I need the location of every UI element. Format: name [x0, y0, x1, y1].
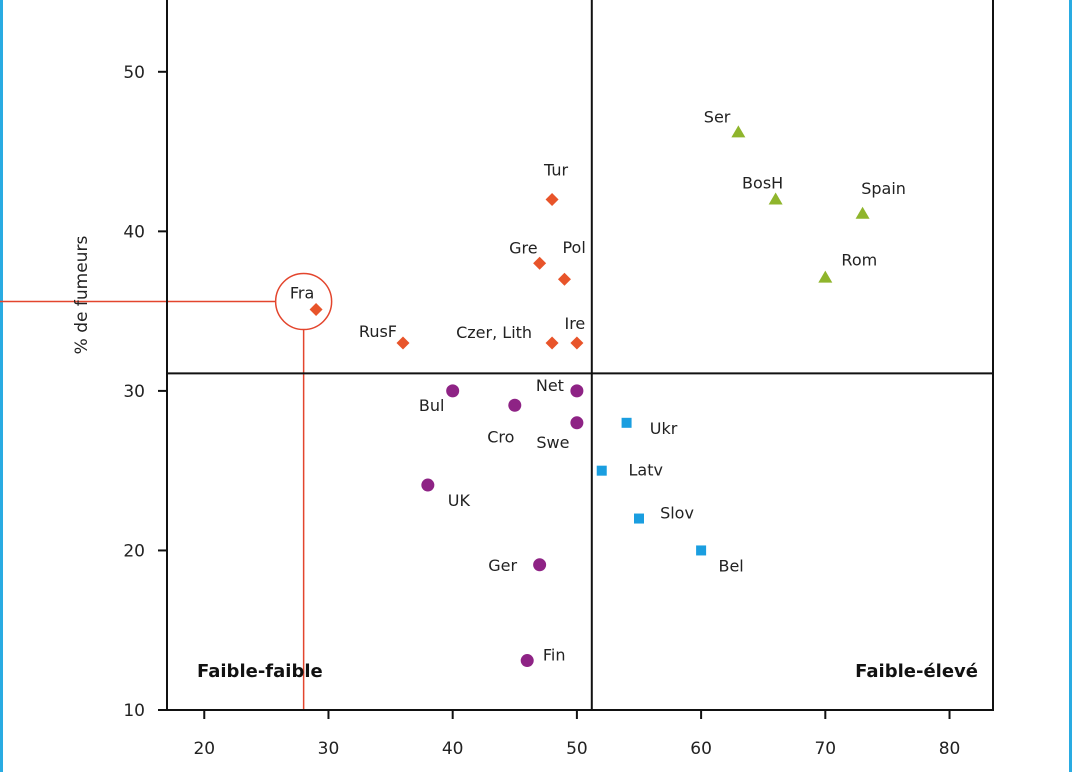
- point-label-ser: Ser: [704, 107, 731, 126]
- data-point-tur: [545, 192, 559, 206]
- data-point-latv: [596, 465, 607, 476]
- plot-area: [166, 0, 994, 711]
- point-label-latv: Latv: [629, 461, 663, 480]
- x-tick-label: 70: [814, 739, 836, 759]
- x-tick-label: 60: [690, 739, 712, 759]
- y-tick-label: 40: [123, 222, 145, 242]
- data-point-slov: [634, 513, 644, 524]
- point-label-net: Net: [536, 376, 564, 395]
- data-point-rusf: [396, 336, 410, 350]
- point-label-rom: Rom: [841, 251, 877, 270]
- point-label-cro: Cro: [487, 427, 514, 446]
- point-label-ukr: Ukr: [650, 419, 678, 438]
- data-point-ukr: [621, 417, 632, 428]
- quadrant-label-faible-eleve: Faible-élevé: [855, 661, 978, 682]
- point-label-bosh: BosH: [742, 173, 783, 192]
- point-label-spain: Spain: [861, 179, 906, 198]
- data-point-uk: [421, 478, 435, 492]
- data-marks: [309, 125, 870, 668]
- data-point-czer-lith: [545, 336, 559, 350]
- highlight-annotation: [0, 272, 333, 710]
- data-point-cro: [508, 398, 522, 412]
- point-label-gre: Gre: [509, 238, 537, 257]
- highlight-circle: [274, 272, 333, 331]
- point-label-tur: Tur: [543, 160, 568, 179]
- x-tick-label: 30: [318, 739, 340, 759]
- point-label-rusf: RusF: [359, 322, 397, 341]
- point-label-ire: Ire: [564, 314, 585, 333]
- point-label-fra: Fra: [290, 284, 314, 303]
- point-label-swe: Swe: [536, 433, 569, 452]
- data-point-fra: [309, 303, 323, 317]
- x-tick-label: 20: [193, 739, 215, 759]
- data-point-net: [570, 384, 584, 398]
- x-tick-label: 80: [939, 739, 961, 759]
- point-label-bel: Bel: [718, 556, 743, 575]
- y-axis-title: % de fumeurs: [72, 236, 92, 355]
- point-label-slov: Slov: [660, 504, 694, 523]
- point-label-pol: Pol: [562, 238, 585, 257]
- axis-ticks: 20 30 40 50 60 70 80 10 20 30 40 50: [123, 63, 960, 759]
- data-point-spain: [855, 206, 870, 219]
- quadrant-label-faible-faible: Faible-faible: [197, 661, 323, 682]
- data-point-gre: [533, 256, 547, 270]
- data-point-bosh: [768, 192, 783, 205]
- data-point-bul: [446, 384, 460, 398]
- point-label-bul: Bul: [419, 396, 445, 415]
- plot-frame: [166, 0, 994, 711]
- y-tick-label: 10: [123, 701, 145, 721]
- data-point-rom: [818, 270, 833, 283]
- point-labels: Tur Gre Pol Fra RusF Czer, Lith Ire Ser BosH Spai…: [290, 107, 906, 664]
- data-point-ser: [731, 125, 746, 138]
- point-label-uk: UK: [448, 491, 471, 510]
- quadrant-dividers: [167, 0, 993, 710]
- point-label-ger: Ger: [488, 556, 517, 575]
- y-tick-label: 20: [123, 541, 145, 561]
- x-tick-label: 40: [442, 739, 464, 759]
- point-label-fin: Fin: [543, 646, 566, 665]
- x-tick-label: 50: [566, 739, 588, 759]
- y-tick-label: 50: [123, 63, 145, 83]
- data-point-ire: [570, 336, 584, 350]
- data-point-pol: [557, 272, 571, 286]
- data-point-swe: [570, 416, 584, 430]
- data-point-fin: [520, 654, 534, 668]
- data-point-bel: [696, 545, 707, 556]
- data-point-ger: [533, 558, 547, 572]
- point-label-czer-lith: Czer, Lith: [456, 323, 532, 342]
- y-tick-label: 30: [123, 382, 145, 402]
